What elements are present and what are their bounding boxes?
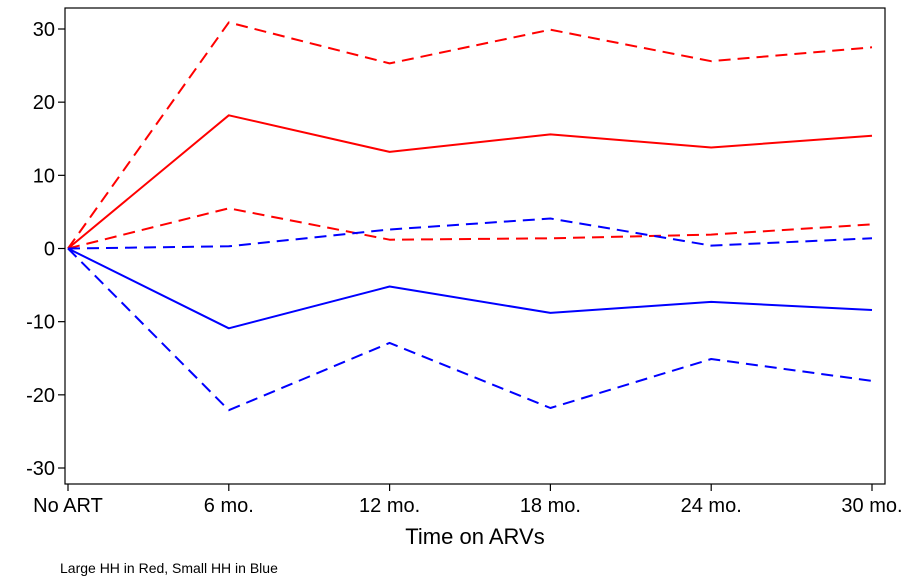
- y-tick-label: 20: [33, 92, 55, 114]
- y-tick-label: -20: [26, 385, 55, 407]
- x-tick-label: No ART: [33, 495, 103, 517]
- series-line-6: [67, 247, 873, 412]
- x-tick-label: 30 mo.: [841, 495, 902, 517]
- series-line-4: [67, 247, 873, 330]
- legend-note: Large HH in Red, Small HH in Blue: [60, 560, 278, 576]
- series-layer: [67, 21, 873, 412]
- series-line-1: [67, 114, 873, 250]
- x-tick-label: 24 mo.: [681, 495, 742, 517]
- y-tick-label: 0: [44, 239, 55, 261]
- y-tick-label: 30: [33, 19, 55, 41]
- x-tick-label: 18 mo.: [520, 495, 581, 517]
- x-axis: No ART 6 mo. 12 mo. 18 mo. 24 mo. 30 mo.: [33, 484, 903, 517]
- y-tick-label: 10: [33, 165, 55, 187]
- y-axis: -30 -20 -10 0 10 20 30: [26, 19, 65, 480]
- x-tick-label: 12 mo.: [359, 495, 420, 517]
- plot-frame: [64, 7, 886, 485]
- y-tick-label: -10: [26, 312, 55, 334]
- series-line-2: [67, 21, 873, 250]
- series-line-3: [67, 207, 873, 250]
- y-tick-label: -30: [26, 458, 55, 480]
- x-axis-title: Time on ARVs: [405, 524, 544, 549]
- series-line-5: [67, 217, 873, 250]
- x-tick-label: 6 mo.: [204, 495, 254, 517]
